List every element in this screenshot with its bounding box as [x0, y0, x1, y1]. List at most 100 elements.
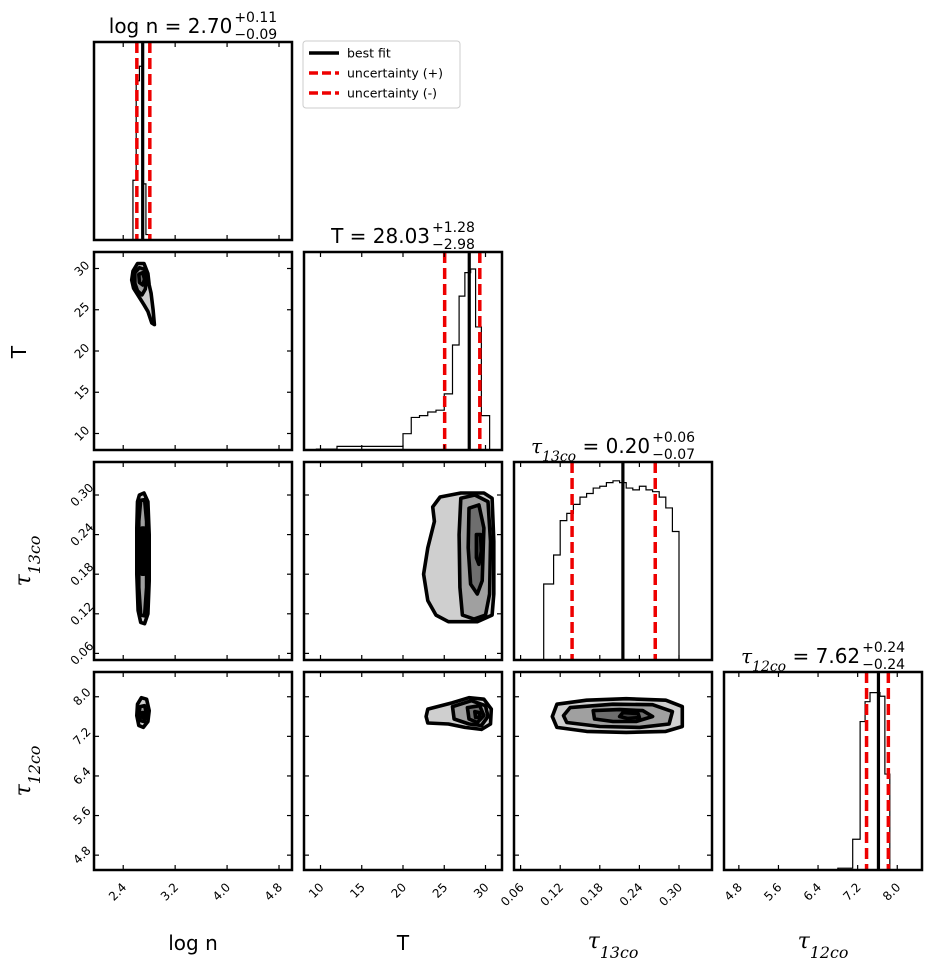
x-tick-label: 0.18	[577, 880, 606, 909]
x-tick-label: 25	[430, 880, 451, 901]
x-axis-label-tau13-text: τ13co	[588, 929, 639, 962]
y-tick-label: 0.06	[68, 639, 97, 668]
title-plus: +1.28	[432, 220, 475, 236]
title-plus: +0.24	[862, 640, 905, 656]
y-axis-label-T: T	[7, 345, 31, 359]
x-axis-label-T: T	[396, 931, 410, 955]
panel-title-tau13: τ13co = 0.20 +0.06−0.07	[531, 430, 695, 465]
x-tick-label: 6.4	[801, 880, 824, 903]
panel-content	[315, 252, 491, 450]
x-axis-label-tau12-text: τ12co	[798, 929, 849, 962]
panel-frame	[512, 670, 714, 872]
panel-content	[543, 462, 686, 660]
panel-tau12-vs-tau13	[512, 670, 714, 872]
y-axis-label-tau12: τ12co	[11, 746, 44, 797]
y-tick-label: 10	[72, 423, 93, 444]
panel-logn-vs-logn	[92, 40, 294, 242]
x-tick-label: 0.30	[656, 880, 685, 909]
contour-level-3	[137, 270, 147, 287]
panel-T-vs-logn	[92, 250, 294, 452]
panel-frame	[512, 460, 714, 662]
legend-label-0: best fit	[347, 46, 391, 61]
x-tick-label: 10	[306, 880, 327, 901]
panel-title-logn: log n = 2.70 +0.11−0.09	[109, 10, 277, 43]
x-axis-label-logn: log n	[168, 931, 218, 955]
panel-frame	[92, 40, 294, 242]
panel-content	[837, 672, 900, 870]
panel-title-tau12: τ12co = 7.62 +0.24−0.24	[741, 640, 905, 675]
panel-title-text: T = 28.03	[330, 224, 430, 248]
histogram-T	[315, 268, 491, 450]
y-tick-label: 8.0	[70, 685, 93, 708]
y-tick-label: 30	[72, 258, 93, 279]
x-tick-label: 4.0	[210, 880, 233, 903]
panel-tau13-vs-T	[302, 460, 504, 662]
x-tick-label: 15	[347, 880, 368, 901]
x-tick-label: 8.0	[880, 880, 903, 903]
panel-title-text: τ12co = 7.62	[741, 644, 860, 675]
panel-tau12-vs-tau12	[722, 670, 924, 872]
legend: best fit uncertainty (+) uncertainty (-)	[302, 40, 461, 109]
x-tick-label: 20	[388, 880, 409, 901]
contour-level-4	[472, 709, 482, 720]
y-tick-label: 0.12	[68, 599, 97, 628]
panel-title-text: log n = 2.70	[109, 14, 233, 38]
panel-frame	[92, 460, 294, 662]
panel-frame	[92, 250, 294, 452]
x-axis-label-tau13: τ13co	[588, 929, 639, 962]
panel-tau13-vs-tau13	[512, 460, 714, 662]
panel-frame	[92, 670, 294, 872]
x-tick-label: 3.2	[158, 880, 181, 903]
x-tick-label: 5.6	[761, 880, 784, 903]
panel-frame	[302, 250, 504, 452]
panel-tau12-vs-T	[302, 670, 504, 872]
legend-label-1: uncertainty (+)	[347, 66, 443, 81]
panel-title-T: T = 28.03 +1.28−2.98	[330, 220, 475, 253]
y-tick-label: 0.30	[68, 481, 97, 510]
y-tick-label: 6.4	[70, 764, 93, 787]
y-tick-label: 0.18	[68, 560, 97, 589]
contour-level-3	[139, 526, 147, 577]
panel-content	[421, 491, 496, 624]
x-tick-label: 4.8	[722, 880, 745, 903]
title-plus: +0.06	[652, 430, 695, 446]
title-minus: −0.09	[234, 27, 277, 43]
contour-level-4	[474, 532, 484, 567]
contour-level-4	[617, 710, 642, 721]
y-tick-label: 5.6	[70, 804, 93, 827]
y-tick-label: 25	[72, 299, 93, 320]
y-axis-label-tau13-text: τ13co	[11, 536, 44, 587]
x-tick-label: 0.06	[498, 880, 527, 909]
panel-content	[135, 695, 151, 730]
x-tick-label: 2.4	[106, 880, 129, 903]
x-tick-label: 7.2	[840, 880, 863, 903]
y-tick-label: 15	[72, 382, 93, 403]
panel-frame	[722, 670, 924, 872]
x-tick-label: 0.12	[538, 880, 567, 909]
panel-content	[424, 695, 494, 732]
y-tick-label: 4.8	[70, 843, 93, 866]
x-tick-label: 4.8	[262, 880, 285, 903]
histogram-tau13	[543, 480, 686, 660]
title-minus: −0.24	[862, 657, 905, 673]
panel-tau12-vs-logn	[92, 670, 294, 872]
x-tick-label: 30	[471, 880, 492, 901]
legend-label-2: uncertainty (-)	[347, 86, 437, 101]
panel-content	[132, 42, 153, 240]
panel-content	[135, 491, 151, 626]
panel-content	[550, 696, 685, 735]
histogram-tau12	[837, 692, 900, 870]
y-tick-label: 7.2	[70, 725, 93, 748]
y-tick-label: 0.24	[68, 520, 97, 549]
panel-title-text: τ13co = 0.20	[531, 434, 650, 465]
title-minus: −2.98	[432, 237, 475, 253]
contour-level-3	[140, 710, 147, 720]
x-tick-label: 0.24	[617, 880, 646, 909]
panel-content	[129, 261, 157, 327]
title-plus: +0.11	[234, 10, 277, 26]
legend-box	[302, 40, 461, 109]
y-tick-label: 20	[72, 341, 93, 362]
y-axis-label-tau12-text: τ12co	[11, 746, 44, 797]
panel-T-vs-T	[302, 250, 504, 452]
